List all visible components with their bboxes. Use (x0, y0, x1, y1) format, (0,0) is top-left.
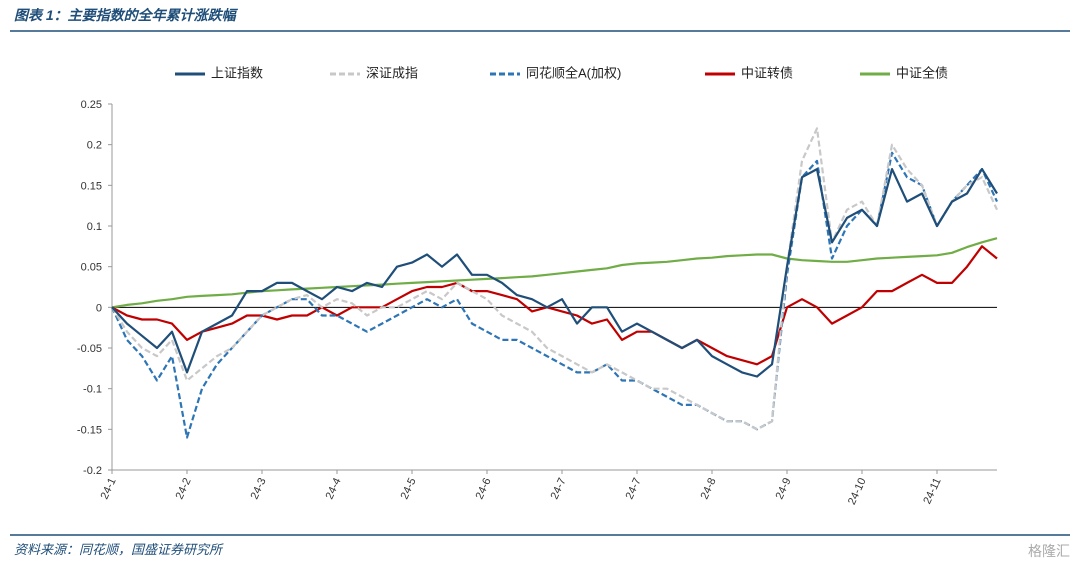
x-tick-label: 24-7 (624, 476, 644, 501)
x-tick-label: 24-11 (921, 476, 943, 506)
y-tick-label: 0.2 (87, 140, 102, 152)
legend-label: 中证转债 (741, 65, 793, 80)
figure-title: 图表 1：主要指数的全年累计涨跌幅 (14, 7, 239, 23)
y-tick-label: -0.1 (83, 384, 102, 396)
legend-label: 中证全债 (896, 65, 948, 80)
y-tick-label: 0.25 (81, 99, 102, 111)
x-tick-label: 24-5 (399, 476, 419, 501)
series-line (111, 237, 998, 309)
series-line (111, 127, 998, 431)
x-tick-label: 24-7 (549, 476, 569, 501)
source: 资料来源：同花顺，国盛证券研究所 (14, 542, 224, 557)
x-tick-label: 24-8 (699, 476, 719, 501)
y-tick-label: 0 (96, 302, 102, 314)
y-tick-label: 0.1 (87, 221, 102, 233)
watermark: 格隆汇 (1028, 543, 1070, 559)
series-line (111, 151, 998, 439)
series-line (111, 168, 998, 378)
y-tick-label: 0.05 (81, 262, 102, 274)
y-tick-label: -0.2 (83, 465, 102, 477)
x-tick-label: 24-3 (249, 476, 269, 501)
y-tick-label: -0.15 (77, 424, 102, 436)
y-tick-label: 0.15 (81, 180, 102, 192)
x-tick-label: 24-2 (174, 476, 194, 501)
x-tick-label: 24-4 (324, 476, 344, 501)
x-tick-label: 24-1 (99, 476, 119, 501)
y-tick-label: -0.05 (77, 343, 102, 355)
legend-label: 深证成指 (366, 65, 418, 80)
x-tick-label: 24-9 (774, 476, 794, 501)
x-tick-label: 24-6 (474, 476, 494, 501)
series-line (111, 245, 998, 366)
legend-label: 同花顺全A(加权) (526, 65, 621, 80)
legend-label: 上证指数 (211, 65, 263, 80)
x-tick-label: 24-10 (846, 476, 869, 507)
